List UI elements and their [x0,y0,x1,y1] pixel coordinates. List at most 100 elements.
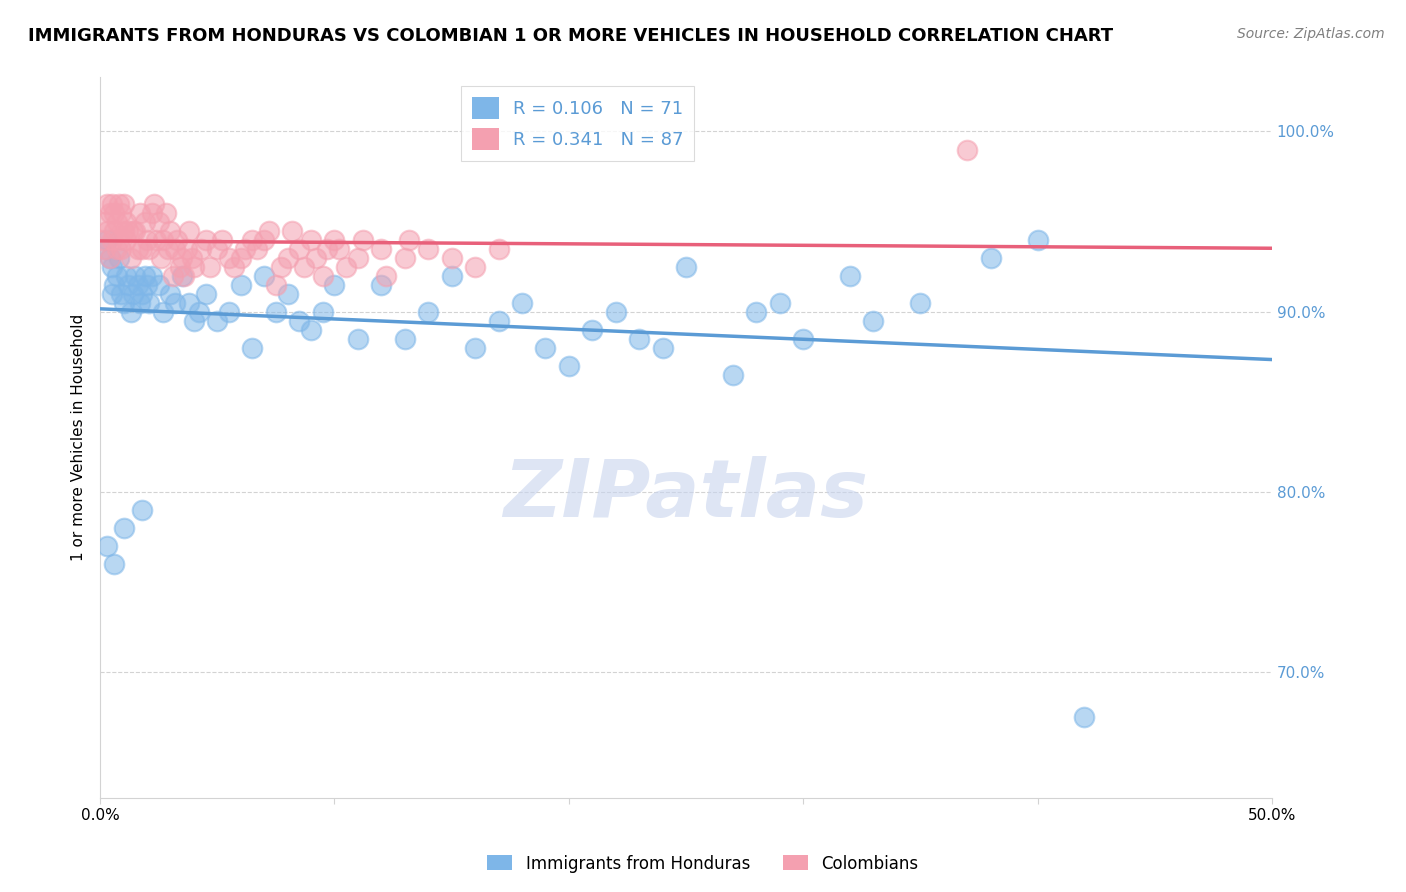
Point [124,223,146,237]
Point [127,277,149,292]
Point [143,196,166,211]
Point [166,233,188,247]
Point [101,233,124,247]
Point [288,313,311,327]
Point [440,268,463,283]
Point [129,205,152,219]
Point [157,242,180,256]
Point [96,196,118,211]
Point [134,214,156,228]
Point [229,251,252,265]
Point [145,233,167,247]
Point [105,242,128,256]
Point [103,557,125,571]
Point [122,286,145,301]
Point [96,539,118,553]
Point [312,304,335,318]
Point [103,205,125,219]
Point [122,223,145,237]
Point [347,251,370,265]
Point [112,295,135,310]
Point [651,341,673,355]
Point [179,295,201,310]
Point [179,223,201,237]
Point [745,304,768,318]
Point [94,242,117,256]
Point [510,295,533,310]
Point [194,233,217,247]
Point [347,332,370,346]
Point [110,242,132,256]
Point [165,242,187,256]
Point [222,260,245,274]
Point [910,295,932,310]
Point [721,368,744,382]
Point [98,251,121,265]
Point [270,260,292,274]
Point [292,260,315,274]
Point [335,260,357,274]
Point [218,304,240,318]
Point [141,205,163,219]
Point [464,260,486,274]
Point [159,286,181,301]
Point [323,233,346,247]
Point [792,332,814,346]
Point [277,251,299,265]
Point [141,268,163,283]
Point [488,313,510,327]
Point [173,268,195,283]
Point [110,286,132,301]
Point [101,196,124,211]
Point [288,242,311,256]
Point [172,268,194,283]
Point [165,295,187,310]
Point [312,268,335,283]
Point [370,277,392,292]
Point [98,205,121,219]
Point [534,341,557,355]
Point [96,223,118,237]
Point [628,332,651,346]
Point [218,251,240,265]
Point [264,304,287,318]
Point [207,313,229,327]
Legend: R = 0.106   N = 71, R = 0.341   N = 87: R = 0.106 N = 71, R = 0.341 N = 87 [461,87,695,161]
Point [183,313,205,327]
Point [176,242,198,256]
Point [264,277,287,292]
Point [328,242,350,256]
Point [117,223,139,237]
Point [136,233,159,247]
Point [418,242,440,256]
Point [370,242,392,256]
Point [98,251,121,265]
Point [418,304,440,318]
Point [253,233,276,247]
Point [120,304,142,318]
Point [115,214,138,228]
Text: IMMIGRANTS FROM HONDURAS VS COLOMBIAN 1 OR MORE VEHICLES IN HOUSEHOLD CORRELATIO: IMMIGRANTS FROM HONDURAS VS COLOMBIAN 1 … [28,27,1114,45]
Point [148,277,170,292]
Point [352,233,374,247]
Point [131,286,153,301]
Point [316,242,339,256]
Point [394,251,416,265]
Point [112,521,135,535]
Point [127,242,149,256]
Point [94,242,117,256]
Point [117,277,139,292]
Point [235,242,257,256]
Point [605,304,627,318]
Point [1073,710,1095,724]
Point [96,233,118,247]
Point [194,286,217,301]
Point [305,251,328,265]
Point [398,233,420,247]
Point [108,196,131,211]
Point [148,214,170,228]
Point [1026,233,1049,247]
Point [138,295,160,310]
Point [162,268,184,283]
Point [172,251,194,265]
